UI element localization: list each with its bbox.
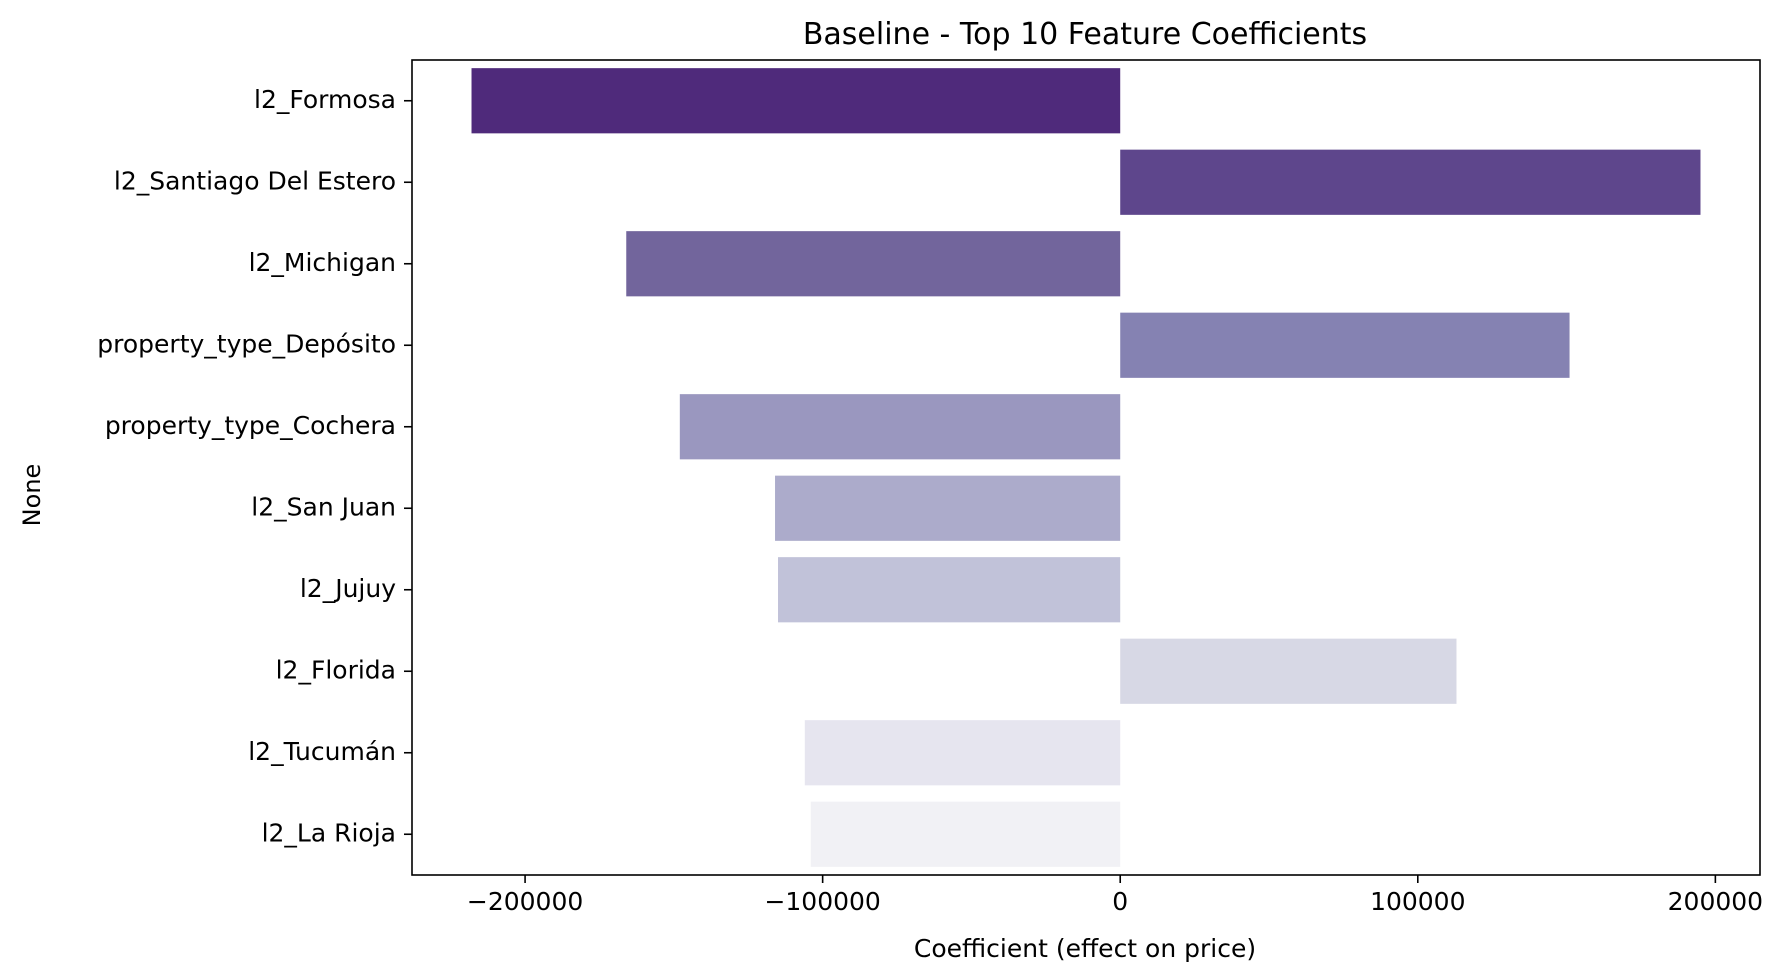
bar bbox=[679, 394, 1121, 460]
x-tick-label: −100000 bbox=[764, 887, 880, 916]
y-tick-label: l2_Formosa bbox=[254, 85, 396, 114]
bar bbox=[810, 801, 1121, 867]
x-tick-label: 100000 bbox=[1370, 887, 1465, 916]
bar bbox=[778, 557, 1121, 623]
bar bbox=[1120, 149, 1701, 215]
bar bbox=[775, 475, 1121, 541]
bar bbox=[1120, 312, 1570, 378]
x-tick-label: −200000 bbox=[467, 887, 583, 916]
bar bbox=[471, 68, 1121, 134]
y-tick-label: property_type_Depósito bbox=[97, 329, 396, 358]
x-tick-label: 200000 bbox=[1668, 887, 1763, 916]
bars-group bbox=[471, 68, 1701, 867]
x-ticks-group: −200000 −100000 0 100000 200000 bbox=[467, 875, 1763, 916]
y-ticks-group: l2_Formosa l2_Santiago Del Estero l2_Michi… bbox=[97, 85, 412, 847]
y-tick-label: l2_Florida bbox=[276, 655, 396, 684]
plot-frame bbox=[411, 59, 1761, 876]
chart-title: Baseline - Top 10 Feature Coefficients bbox=[803, 17, 1367, 52]
y-tick-label: l2_Michigan bbox=[249, 248, 396, 277]
bar bbox=[1120, 638, 1457, 704]
y-axis-label: None bbox=[18, 464, 46, 527]
y-tick-label: l2_Santiago Del Estero bbox=[114, 166, 396, 195]
y-tick-label: l2_Jujuy bbox=[300, 574, 396, 603]
y-tick-label: property_type_Cochera bbox=[105, 411, 396, 440]
y-tick-label: l2_Tucumán bbox=[248, 737, 396, 766]
y-tick-label: l2_San Juan bbox=[251, 492, 396, 521]
y-tick-label: l2_La Rioja bbox=[262, 818, 396, 847]
bar bbox=[804, 720, 1121, 786]
x-axis-label: Coefficient (effect on price) bbox=[914, 934, 1256, 963]
bar bbox=[626, 231, 1121, 297]
x-tick-label: 0 bbox=[1112, 887, 1128, 916]
